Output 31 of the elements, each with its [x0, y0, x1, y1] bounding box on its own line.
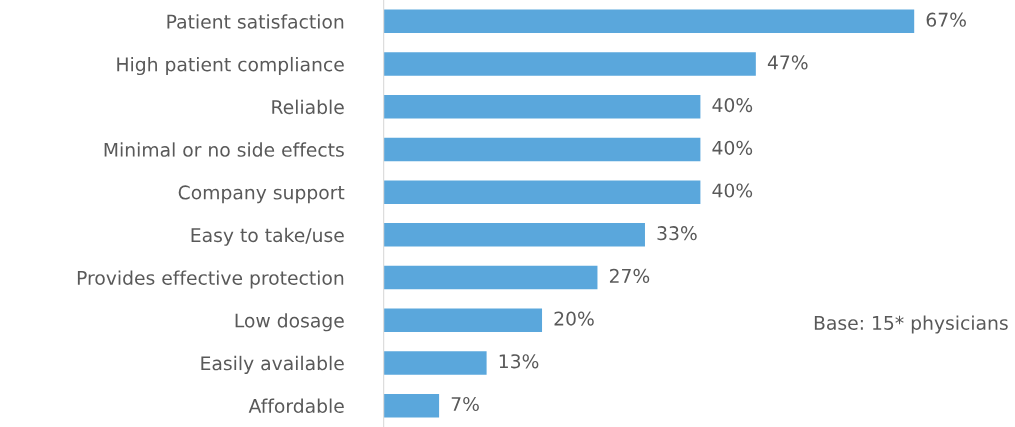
y-tick-label: Low dosage — [235, 313, 344, 332]
data-label: 40% — [712, 183, 753, 198]
data-label: 7% — [451, 396, 479, 412]
y-tick-label: Patient satisfaction — [167, 14, 344, 29]
y-tick-label: High patient compliance — [117, 56, 344, 76]
data-label: 40% — [712, 140, 753, 155]
bar — [383, 393, 440, 418]
y-tick-label: Easily available — [201, 355, 344, 374]
bar — [383, 52, 756, 76]
y-tick-label: Easy to take/use — [191, 227, 344, 246]
bar — [383, 308, 543, 332]
data-label: 13% — [499, 354, 539, 369]
bar — [383, 351, 487, 375]
data-label: 47% — [767, 55, 808, 70]
data-label: 33% — [657, 226, 697, 241]
annotation: Base: 15* physicians — [814, 315, 1008, 334]
data-label: 40% — [712, 98, 753, 113]
y-tick-label: Minimal or no side effects — [104, 142, 344, 157]
bar — [383, 137, 701, 162]
data-label: 27% — [609, 268, 650, 283]
data-label: 20% — [554, 311, 594, 326]
data-label: 67% — [926, 12, 966, 27]
bar — [383, 95, 701, 119]
bar — [383, 265, 598, 290]
y-tick-label: Affordable — [248, 398, 344, 414]
y-tick-label: Reliable — [272, 99, 344, 115]
bar — [383, 223, 645, 247]
y-tick-label: Company support — [178, 185, 345, 204]
bar — [383, 180, 701, 204]
y-tick-label: Provides effective protection — [77, 270, 344, 289]
bar — [383, 9, 915, 34]
